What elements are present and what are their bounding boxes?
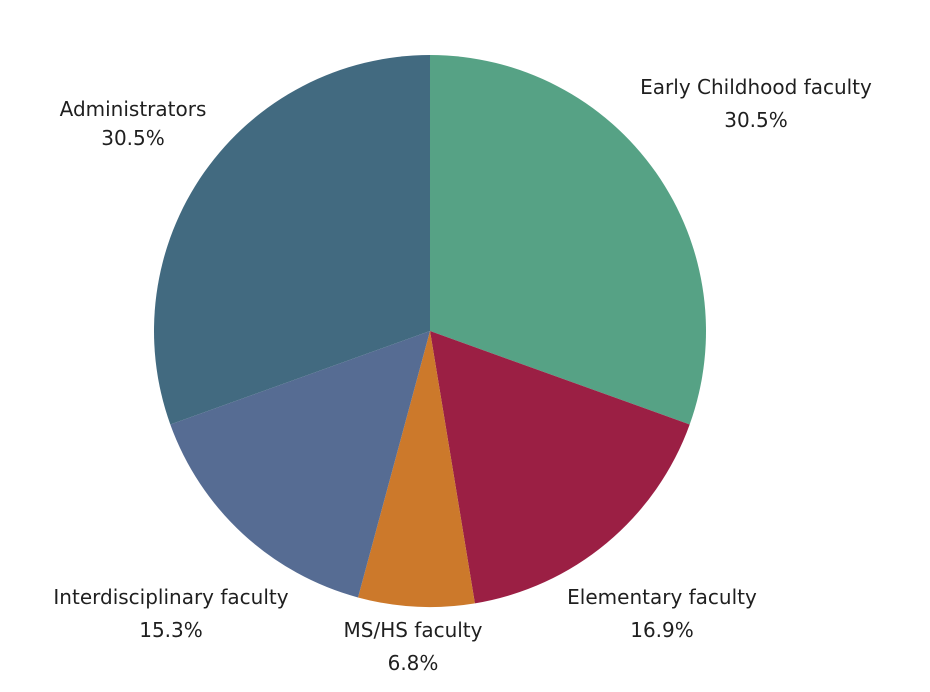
label-interdisciplinary: Interdisciplinary faculty xyxy=(53,585,288,609)
pie-slice-early-childhood-faculty xyxy=(430,55,706,425)
value-early-childhood: 30.5% xyxy=(724,108,788,132)
pie-slice-elementary-faculty xyxy=(430,331,690,604)
label-administrators: Administrators xyxy=(60,97,207,121)
value-ms-hs: 6.8% xyxy=(388,651,439,675)
label-early-childhood: Early Childhood faculty xyxy=(640,75,872,99)
value-elementary: 16.9% xyxy=(630,618,694,642)
label-elementary: Elementary faculty xyxy=(567,585,757,609)
value-administrators: 30.5% xyxy=(101,126,165,150)
pie-slice-ms-hs-faculty xyxy=(358,331,475,608)
value-interdisciplinary: 15.3% xyxy=(139,618,203,642)
pie-labels: Early Childhood faculty 30.5% Elementary… xyxy=(53,75,872,675)
pie-slice-interdisciplinary-faculty xyxy=(170,331,431,598)
pie-slices xyxy=(153,55,706,608)
label-ms-hs: MS/HS faculty xyxy=(344,618,483,642)
pie-slice-administrators xyxy=(153,55,430,425)
